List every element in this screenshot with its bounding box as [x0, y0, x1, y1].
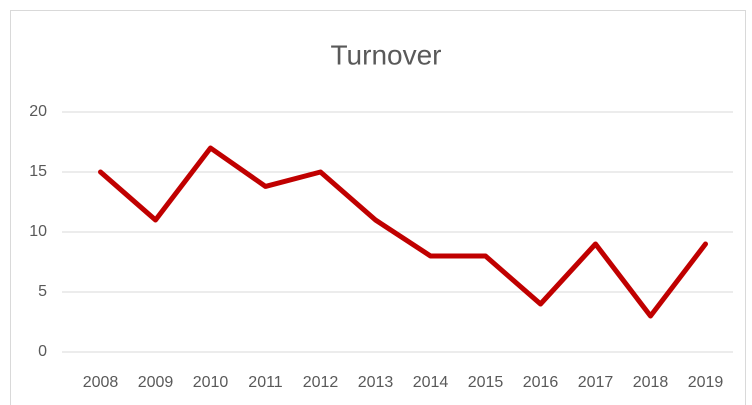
x-tick-label: 2015 [468, 374, 504, 391]
y-tick-label: 0 [38, 343, 47, 360]
x-tick-label: 2019 [688, 374, 724, 391]
data-line [98, 145, 708, 319]
x-tick-label: 2014 [413, 374, 449, 391]
y-tick-label: 20 [29, 103, 47, 120]
y-tick-label: 10 [29, 223, 47, 240]
x-tick-label: 2016 [523, 374, 559, 391]
x-tick-label: 2018 [633, 374, 669, 391]
y-tick-label: 5 [38, 283, 47, 300]
x-tick-label: 2012 [303, 374, 339, 391]
y-tick-label: 15 [29, 163, 47, 180]
x-tick-label: 2010 [193, 374, 229, 391]
x-tick-label: 2008 [83, 374, 119, 391]
x-tick-label: 2011 [248, 374, 283, 391]
x-tick-label: 2009 [138, 374, 174, 391]
x-tick-label: 2013 [358, 374, 394, 391]
x-tick-label: 2017 [578, 374, 614, 391]
chart-title: Turnover [330, 39, 441, 70]
chart-border [10, 10, 746, 405]
